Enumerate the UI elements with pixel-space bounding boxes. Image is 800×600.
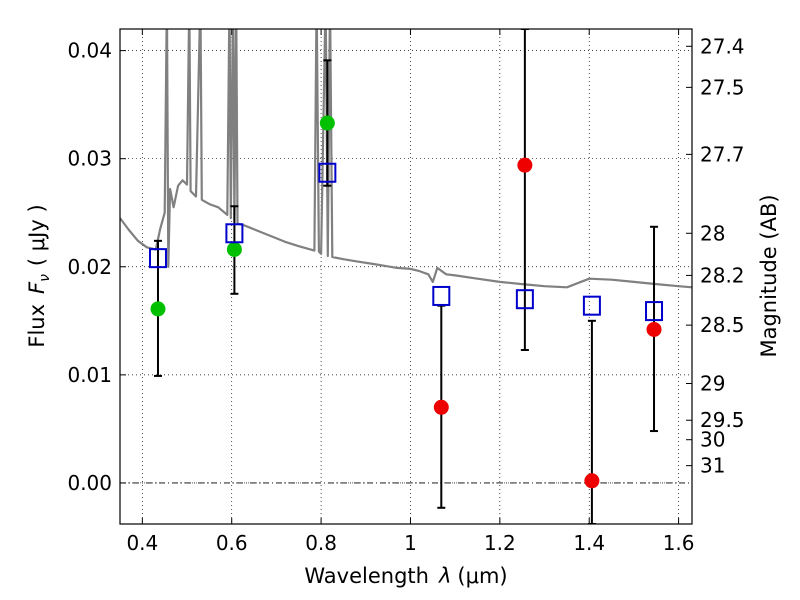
x-tick-label: 1 <box>404 531 417 555</box>
observed-points <box>150 115 662 489</box>
magnitude-tick-label: 29 <box>700 371 725 395</box>
upper-limit-point <box>517 157 533 173</box>
detected-point <box>226 241 242 257</box>
model-square <box>645 301 664 322</box>
x-tick-label: 1.4 <box>573 531 605 555</box>
magnitude-tick-label: 30 <box>700 428 725 452</box>
magnitude-tick-label: 31 <box>700 454 725 478</box>
y-tick-label: 0.01 <box>67 363 112 387</box>
x-tick-label: 0.4 <box>126 531 158 555</box>
upper-limit-point <box>584 473 600 489</box>
model-square <box>432 285 451 306</box>
y-tick-label: 0.02 <box>67 255 112 279</box>
magnitude-tick-label: 27.5 <box>700 75 745 99</box>
model-square <box>582 295 601 316</box>
magnitude-tick-label: 27.7 <box>700 142 745 166</box>
plot-frame <box>119 28 693 525</box>
magnitude-tick-label: 28 <box>700 221 725 245</box>
magnitude-tick-label: 28.2 <box>700 263 745 287</box>
model-square <box>225 223 244 244</box>
y2-axis-label: Magnitude (AB) <box>757 194 781 357</box>
magnitude-tick-label: 29.5 <box>700 408 745 432</box>
y-tick-label: 0.04 <box>67 39 112 63</box>
y-axis-label: FluxFν( μJy ) <box>25 204 53 347</box>
model-points <box>148 162 664 322</box>
model-square <box>515 289 534 310</box>
x-axis-label: Wavelength λ (μm) <box>304 564 507 588</box>
upper-limit-point <box>433 399 449 415</box>
model-square <box>318 162 337 183</box>
x-tick-label: 1.2 <box>484 531 516 555</box>
upper-limit-point <box>646 321 662 337</box>
x-tick-label: 0.8 <box>305 531 337 555</box>
magnitude-tick-label: 28.5 <box>700 313 745 337</box>
model-square <box>148 248 167 269</box>
x-tick-label: 1.6 <box>663 531 695 555</box>
y-tick-label: 0.00 <box>67 471 112 495</box>
detected-point <box>319 115 335 131</box>
sed-curve <box>120 29 692 289</box>
magnitude-tick-label: 27.4 <box>700 34 745 58</box>
y-axis-ticks: 0.00 0.01 0.02 0.03 0.04 <box>67 39 126 495</box>
x-axis-ticks: 0.4 0.6 0.8 1 1.2 1.4 1.6 <box>126 29 695 555</box>
x-tick-label: 0.6 <box>216 531 248 555</box>
detected-point <box>150 301 166 317</box>
sed-curve-layer <box>120 29 692 289</box>
y-tick-label: 0.03 <box>67 147 112 171</box>
